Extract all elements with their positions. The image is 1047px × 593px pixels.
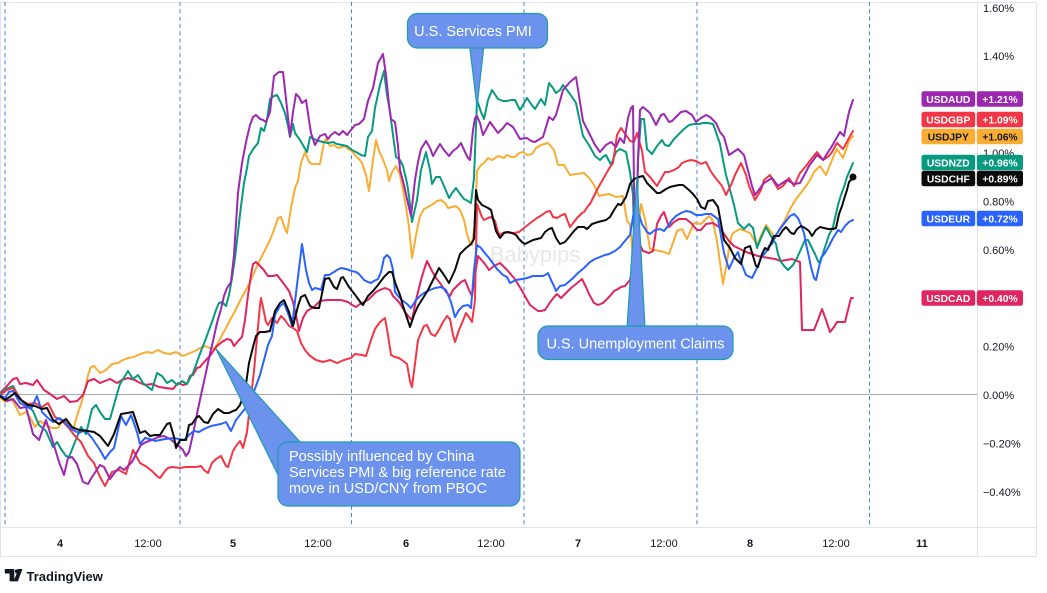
svg-text:USDCHF: USDCHF (927, 174, 970, 185)
svg-text:5: 5 (230, 538, 236, 550)
svg-text:USDEUR: USDEUR (927, 214, 971, 225)
svg-text:12:00: 12:00 (822, 538, 850, 550)
svg-text:U.S. Services PMI: U.S. Services PMI (414, 24, 532, 40)
svg-text:1.60%: 1.60% (983, 3, 1014, 15)
svg-text:0.60%: 0.60% (983, 245, 1014, 257)
svg-text:+1.21%: +1.21% (982, 95, 1017, 106)
svg-text:12:00: 12:00 (134, 538, 162, 550)
svg-text:6: 6 (403, 538, 409, 550)
svg-text:move in USD/CNY from PBOC: move in USD/CNY from PBOC (289, 481, 487, 497)
svg-text:−0.20%: −0.20% (983, 438, 1021, 450)
svg-text:12:00: 12:00 (477, 538, 505, 550)
svg-text:4: 4 (57, 538, 64, 550)
svg-text:TradingView: TradingView (27, 569, 104, 584)
svg-text:Babypips: Babypips (490, 242, 581, 267)
svg-text:0.20%: 0.20% (983, 342, 1014, 354)
svg-text:0.00%: 0.00% (983, 390, 1014, 402)
svg-text:+0.89%: +0.89% (982, 174, 1017, 185)
svg-text:7: 7 (575, 538, 581, 550)
svg-text:−0.40%: −0.40% (983, 487, 1021, 499)
svg-text:12:00: 12:00 (304, 538, 332, 550)
svg-text:8: 8 (747, 538, 753, 550)
svg-text:+1.06%: +1.06% (982, 132, 1017, 143)
svg-text:+1.09%: +1.09% (982, 115, 1017, 126)
svg-text:Services PMI & big reference r: Services PMI & big reference rate (289, 465, 506, 481)
svg-text:+0.96%: +0.96% (982, 158, 1017, 169)
svg-text:+0.40%: +0.40% (982, 294, 1017, 305)
svg-text:0.80%: 0.80% (983, 196, 1014, 208)
svg-text:USDJPY: USDJPY (928, 132, 969, 143)
svg-text:USDNZD: USDNZD (927, 158, 970, 169)
svg-text:USDGBP: USDGBP (926, 115, 970, 126)
svg-text:Possibly influenced by China: Possibly influenced by China (289, 449, 475, 465)
svg-text:11: 11 (916, 538, 928, 550)
svg-text:USDCAD: USDCAD (926, 294, 970, 305)
svg-text:USDAUD: USDAUD (926, 95, 970, 106)
svg-text:12:00: 12:00 (650, 538, 678, 550)
svg-text:U.S. Unemployment Claims: U.S. Unemployment Claims (546, 337, 724, 353)
svg-text:+0.72%: +0.72% (982, 214, 1017, 225)
svg-text:1.40%: 1.40% (983, 51, 1014, 63)
